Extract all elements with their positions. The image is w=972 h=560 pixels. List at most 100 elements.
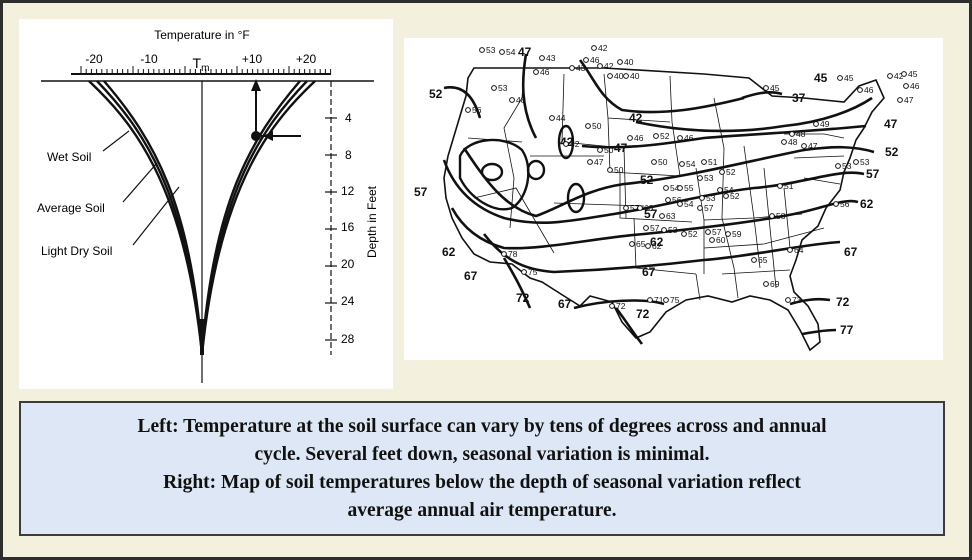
station-value: 47: [808, 141, 818, 151]
station-marker: 40: [607, 71, 624, 81]
station-marker: 47: [897, 95, 914, 105]
svg-text:72: 72: [516, 291, 530, 305]
station-marker: 69: [763, 279, 780, 289]
station-marker: 65: [751, 255, 768, 265]
station-marker: 50: [607, 165, 624, 175]
depth-tick-16: 16: [341, 220, 355, 234]
svg-text:62: 62: [860, 197, 874, 211]
station-value: 54: [724, 185, 734, 195]
svg-text:57: 57: [414, 185, 428, 199]
station-marker: 75: [521, 267, 538, 277]
station-marker: 52: [681, 229, 698, 239]
station-marker: 57: [643, 223, 660, 233]
station-value: 44: [556, 113, 566, 123]
station-value: 75: [528, 267, 538, 277]
svg-text:42: 42: [629, 111, 643, 125]
station-marker: 53: [835, 161, 852, 171]
station-value: 53: [668, 225, 678, 235]
svg-text:67: 67: [844, 245, 858, 259]
wet-soil-curve-right: [200, 80, 316, 355]
station-value: 48: [516, 95, 526, 105]
temp-tick-minus-20: -20: [85, 52, 103, 66]
station-marker: 52: [723, 191, 740, 201]
station-value: 48: [796, 129, 806, 139]
station-value: 40: [624, 57, 634, 67]
depth-tick-12: 12: [341, 184, 355, 198]
caption-line-2: cycle. Several feet down, seasonal varia…: [254, 443, 710, 465]
station-marker: 53: [479, 45, 496, 55]
station-value: 47: [904, 95, 914, 105]
us-outline: [443, 67, 885, 352]
svg-text:72: 72: [636, 307, 650, 321]
station-marker: 54: [677, 199, 694, 209]
svg-text:67: 67: [558, 297, 572, 311]
station-marker: 46: [533, 67, 550, 77]
station-value: 43: [546, 53, 556, 63]
curve-labels: Wet Soil Average Soil Light Dry Soil: [37, 150, 112, 258]
station-marker: 44: [549, 113, 566, 123]
depth-reading-point: [251, 131, 261, 141]
station-marker: 48: [509, 95, 526, 105]
station-value: 52: [730, 191, 740, 201]
station-value: 57: [650, 223, 660, 233]
station-value: 50: [592, 121, 602, 131]
station-value: 46: [910, 81, 920, 91]
station-marker: 56: [665, 195, 682, 205]
station-value: 54: [506, 47, 516, 57]
temp-tick-plus-20: +20: [296, 52, 317, 66]
station-value: 73: [792, 295, 802, 305]
station-marker: 54: [679, 159, 696, 169]
station-value: 54: [686, 159, 696, 169]
station-marker: 53: [699, 193, 716, 203]
svg-text:52: 52: [640, 173, 654, 187]
average-soil-curve-right: [200, 80, 308, 355]
station-value: 75: [670, 295, 680, 305]
station-marker: 64: [787, 245, 804, 255]
station-marker: 52: [653, 131, 670, 141]
station-marker: 75: [663, 295, 680, 305]
average-soil-label: Average Soil: [37, 201, 105, 215]
station-marker: 57: [623, 203, 640, 213]
station-value: 52: [660, 131, 670, 141]
station-value: 56: [840, 199, 850, 209]
station-value: 60: [716, 235, 726, 245]
station-marker: 53: [491, 83, 508, 93]
station-marker: 63: [637, 203, 654, 213]
station-marker: 71: [647, 295, 664, 305]
caption-line-3: Right: Map of soil temperatures below th…: [163, 471, 801, 493]
station-value: 47: [594, 157, 604, 167]
station-value: 78: [508, 249, 518, 259]
svg-text:45: 45: [814, 71, 828, 85]
station-marker: 56: [833, 199, 850, 209]
svg-text:37: 37: [792, 91, 806, 105]
station-value: 45: [908, 69, 918, 79]
depth-axis-label: Depth in Feet: [365, 185, 379, 258]
temp-tick-plus-10: +10: [242, 52, 263, 66]
temperature-axis-label: Temperature in °F: [154, 28, 250, 42]
station-value: 46: [590, 55, 600, 65]
station-marker: 45: [901, 69, 918, 79]
temperature-tick-labels: -20 -10 Tm +10 +20: [85, 52, 316, 74]
station-value: 45: [770, 83, 780, 93]
light-dry-soil-label: Light Dry Soil: [41, 244, 112, 258]
station-value: 49: [820, 119, 830, 129]
station-marker: 50: [597, 145, 614, 155]
isotherm-lines: [442, 53, 875, 345]
station-value: 53: [842, 161, 852, 171]
station-marker: 53: [697, 173, 714, 183]
station-value: 54: [684, 199, 694, 209]
station-marker: 46: [903, 81, 920, 91]
station-value: 52: [688, 229, 698, 239]
svg-text:57: 57: [644, 207, 658, 221]
station-value: 57: [630, 203, 640, 213]
caption-box: Left: Temperature at the soil surface ca…: [19, 401, 945, 536]
svg-text:62: 62: [650, 235, 664, 249]
depth-tick-20: 20: [341, 257, 355, 271]
station-marker: 48: [781, 137, 798, 147]
station-marker: 60: [709, 235, 726, 245]
station-value: 57: [712, 227, 722, 237]
svg-text:47: 47: [614, 141, 628, 155]
station-marker: 54: [717, 185, 734, 195]
depth-axis-ticks: [325, 117, 337, 341]
station-value: 55: [684, 183, 694, 193]
